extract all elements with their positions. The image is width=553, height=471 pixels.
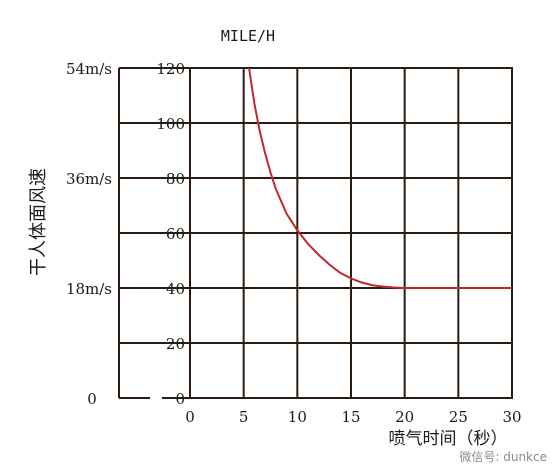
y-tick-label: 20 — [166, 335, 185, 353]
series-line — [248, 67, 512, 289]
grid — [190, 68, 512, 398]
y-tick-label: 0 — [175, 390, 185, 408]
y-tick-labels: 0 20 40 60 80 100 120 — [156, 60, 185, 408]
x-tick-label: 15 — [341, 408, 360, 426]
secondary-y-tick-labels: 0 18m/s 36m/s 54m/s — [66, 60, 112, 408]
secondary-y-tick-label: 36m/s — [66, 170, 112, 188]
y-tick-label: 120 — [156, 60, 185, 78]
y-tick-label: 40 — [166, 280, 185, 298]
x-tick-label: 10 — [288, 408, 307, 426]
x-tick-labels: 0 5 10 15 20 25 30 — [185, 408, 521, 426]
y-tick-label: 80 — [166, 170, 185, 188]
y-tick-label: 100 — [156, 115, 185, 133]
x-tick-label: 25 — [449, 408, 468, 426]
x-tick-label: 30 — [502, 408, 521, 426]
chart-title: MILE/H — [221, 27, 275, 45]
y-axis-label: 干人体面风速 — [28, 168, 49, 276]
x-tick-label: 5 — [239, 408, 249, 426]
x-tick-label: 0 — [185, 408, 195, 426]
x-axis-label: 喷气时间（秒） — [389, 429, 508, 449]
secondary-y-tick-label: 54m/s — [66, 60, 112, 78]
watermark: 微信号: dunkce — [459, 450, 547, 464]
x-tick-label: 20 — [395, 408, 414, 426]
secondary-y-tick-label: 18m/s — [66, 280, 112, 298]
secondary-y-tick-label: 0 — [87, 390, 97, 408]
y-tick-label: 60 — [166, 225, 185, 243]
secondary-axis — [118, 67, 190, 399]
